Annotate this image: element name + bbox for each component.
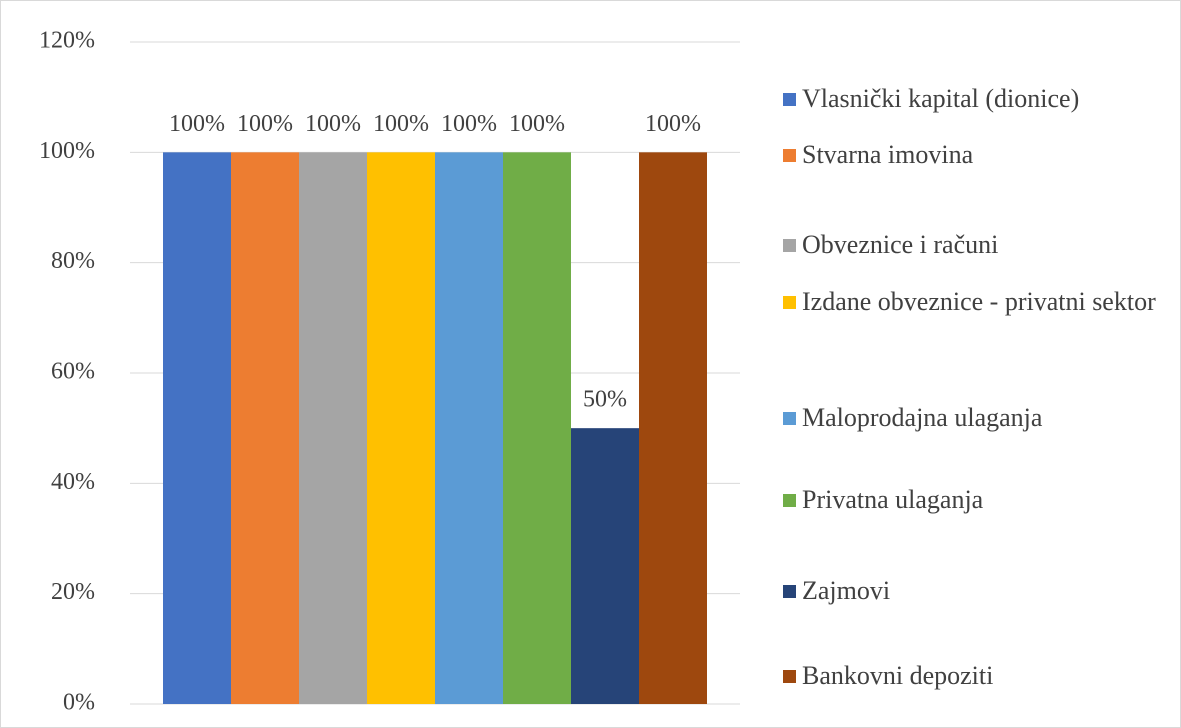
bar [231, 152, 299, 705]
legend-item: Maloprodajna ulaganja [783, 402, 1163, 434]
legend-swatch [783, 494, 796, 507]
legend-label: Obveznice i računi [802, 230, 999, 259]
data-label: 100% [373, 111, 429, 137]
y-tick-label: 20% [51, 579, 95, 605]
data-label: 100% [441, 111, 497, 137]
legend-item: Privatna ulaganja [783, 484, 1163, 516]
legend-item: Izdane obveznice - privatni sektor [783, 286, 1163, 318]
y-tick-label: 40% [51, 469, 95, 495]
legend-swatch [783, 93, 796, 106]
y-tick-label: 0% [63, 690, 95, 716]
legend-item: Vlasnički kapital (dionice) [783, 83, 1163, 115]
legend-label: Vlasnički kapital (dionice) [802, 84, 1080, 113]
legend-swatch [783, 670, 796, 683]
y-tick-label: 120% [39, 28, 95, 54]
data-label: 50% [583, 387, 627, 413]
bar [435, 152, 503, 705]
legend-swatch [783, 296, 796, 309]
data-label: 100% [305, 111, 361, 137]
y-tick-label: 60% [51, 359, 95, 385]
data-label: 100% [645, 111, 701, 137]
legend-item: Bankovni depoziti [783, 660, 1163, 692]
data-label: 100% [237, 111, 293, 137]
data-label: 100% [509, 111, 565, 137]
legend-label: Zajmovi [802, 576, 891, 605]
legend-label: Bankovni depoziti [802, 661, 994, 690]
legend-label: Izdane obveznice - privatni sektor [802, 287, 1156, 316]
legend-label: Maloprodajna ulaganja [802, 403, 1043, 432]
bar [503, 152, 571, 705]
legend-item: Obveznice i računi [783, 229, 1163, 261]
bar [367, 152, 435, 705]
legend-swatch [783, 149, 796, 162]
bar [299, 152, 367, 705]
bar [639, 152, 707, 705]
legend-swatch [783, 239, 796, 252]
legend-swatch [783, 412, 796, 425]
y-tick-label: 80% [51, 248, 95, 274]
data-label: 100% [169, 111, 225, 137]
bar [571, 428, 639, 704]
legend-label: Stvarna imovina [802, 140, 974, 169]
y-tick-label: 100% [39, 138, 95, 164]
legend-swatch [783, 585, 796, 598]
legend-item: Zajmovi [783, 575, 1163, 607]
bar [163, 152, 231, 705]
legend-item: Stvarna imovina [783, 139, 1163, 171]
legend-label: Privatna ulaganja [802, 485, 984, 514]
